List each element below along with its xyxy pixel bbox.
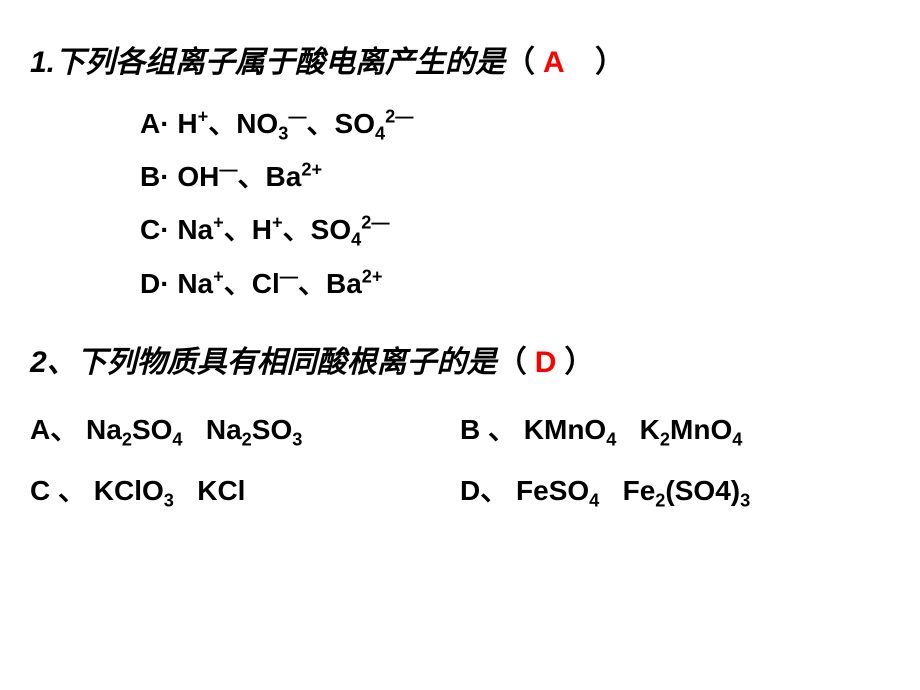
question-1: 1. 下列各组离子属于酸电离产生的是 （ A ） A· H+、NO3—、SO42… <box>30 40 890 310</box>
q2-option-b: B 、 KMnO4 K2MnO4 <box>460 399 890 461</box>
q1-option-a: A· H+、NO3—、SO42— <box>140 97 890 150</box>
q1-option-b: B· OH—、Ba2+ <box>140 150 890 203</box>
q1-option-d: D· Na+、Cl—、Ba2+ <box>140 257 890 310</box>
open-paren: （ <box>497 340 527 385</box>
close-paren: ） <box>564 340 594 385</box>
q1-option-c: C· Na+、H+、SO42— <box>140 203 890 256</box>
question-2: 2、 下列物质具有相同酸根离子的是 （ D ） A、 Na2SO4 Na2SO3… <box>30 340 890 522</box>
q1-text: 下列各组离子属于酸电离产生的是 <box>55 40 505 85</box>
q2-row-2: C 、 KClO3 KCl D、 FeSO4 Fe2(SO4)3 <box>30 460 890 522</box>
q2-option-a: A、 Na2SO4 Na2SO3 <box>30 399 460 461</box>
q2-answer-slot: （ D ） <box>497 340 595 385</box>
q2-answer: D <box>527 340 565 385</box>
q1-stem: 1. 下列各组离子属于酸电离产生的是 （ A ） <box>30 40 890 85</box>
q2-options: A、 Na2SO4 Na2SO3 B 、 KMnO4 K2MnO4 C 、 KC… <box>30 399 890 522</box>
q2-option-c: C 、 KClO3 KCl <box>30 460 460 522</box>
q1-answer: A <box>535 40 595 85</box>
q2-stem: 2、 下列物质具有相同酸根离子的是 （ D ） <box>30 340 890 385</box>
q1-number: 1. <box>30 40 55 85</box>
open-paren: （ <box>505 40 535 85</box>
q1-answer-slot: （ A ） <box>505 40 625 85</box>
close-paren: ） <box>595 40 625 85</box>
q2-number: 2、 <box>30 340 77 385</box>
q2-option-d: D、 FeSO4 Fe2(SO4)3 <box>460 460 890 522</box>
q2-row-1: A、 Na2SO4 Na2SO3 B 、 KMnO4 K2MnO4 <box>30 399 890 461</box>
q1-options: A· H+、NO3—、SO42— B· OH—、Ba2+ C· Na+、H+、S… <box>140 97 890 310</box>
q2-text: 下列物质具有相同酸根离子的是 <box>77 340 497 385</box>
